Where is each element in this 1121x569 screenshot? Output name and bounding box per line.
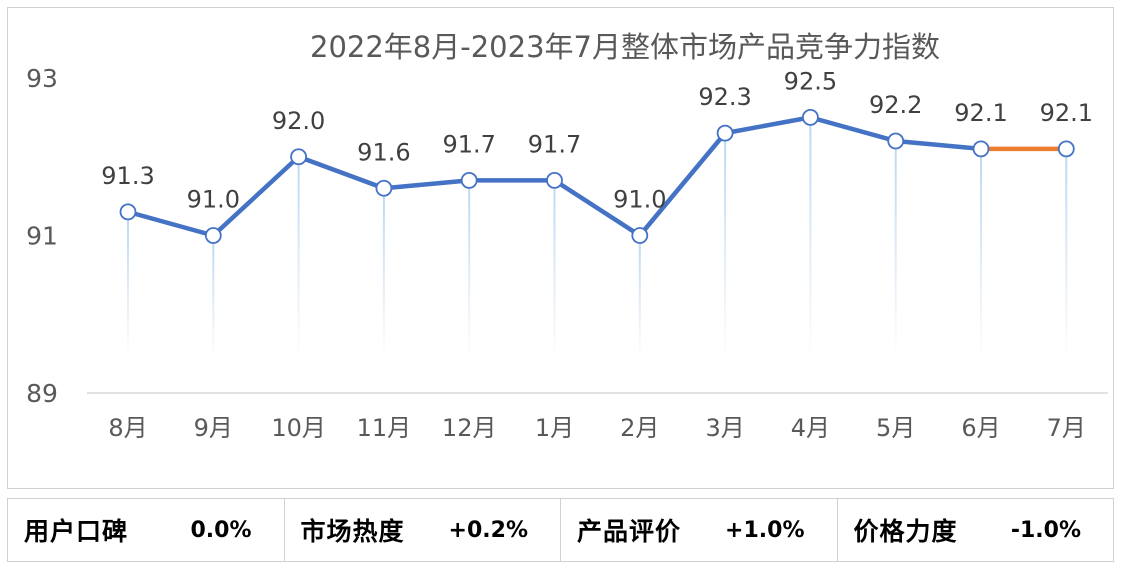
metric-label: 产品评价	[577, 517, 682, 546]
data-label: 92.0	[272, 107, 325, 135]
data-label: 92.3	[698, 83, 751, 111]
metric-label: 市场热度	[300, 517, 405, 546]
data-point	[375, 179, 393, 197]
x-tick-label: 9月	[194, 414, 233, 442]
drop-line	[809, 117, 812, 360]
x-tick-label: 3月	[705, 414, 744, 442]
data-point	[631, 227, 649, 244]
drop-line	[1065, 148, 1068, 360]
data-point	[546, 171, 563, 189]
metric-value: +1.0%	[725, 517, 805, 543]
series-line	[127, 115, 1067, 238]
drop-line	[980, 148, 982, 360]
data-labels: 91.3 91.0 92.0 91.6 91.7 91.7 91.0 92.3 92.5 92.2…	[101, 67, 1093, 213]
drop-lines	[127, 117, 1068, 360]
data-point	[1057, 140, 1075, 158]
y-axis: 89 91 93	[26, 64, 58, 408]
data-points	[119, 108, 1075, 244]
data-label: 91.6	[357, 138, 410, 166]
data-point	[460, 171, 478, 189]
data-label: 92.2	[869, 91, 922, 119]
data-point	[290, 148, 308, 166]
metric-product-rating: 产品评价 +1.0%	[560, 499, 837, 561]
drop-line	[382, 188, 385, 360]
x-tick-label: 6月	[961, 414, 1000, 442]
metric-price-strength: 价格力度 -1.0%	[836, 499, 1114, 561]
data-label: 92.5	[784, 67, 837, 95]
x-tick-label: 7月	[1047, 414, 1086, 442]
drop-line	[212, 235, 215, 360]
drop-line	[297, 156, 300, 360]
data-point	[972, 140, 990, 158]
metric-label: 价格力度	[853, 517, 958, 546]
x-tick-label: 10月	[271, 414, 326, 442]
x-tick-label: 2月	[620, 414, 659, 442]
y-tick-label: 91	[26, 222, 58, 251]
metric-market-heat: 市场热度 +0.2%	[283, 499, 561, 561]
data-point	[204, 227, 222, 244]
data-label: 92.1	[1040, 99, 1093, 127]
data-label: 92.1	[954, 99, 1007, 127]
data-label: 91.7	[528, 130, 581, 158]
data-point	[802, 108, 819, 126]
chart-panel	[7, 7, 1114, 489]
drop-line	[724, 133, 727, 360]
metric-value: +0.2%	[448, 517, 528, 543]
y-tick-label: 89	[26, 379, 58, 408]
x-tick-label: 11月	[357, 414, 412, 442]
data-label: 91.3	[101, 162, 154, 190]
metric-label: 用户口碑	[24, 517, 129, 546]
x-tick-label: 4月	[791, 414, 830, 442]
drop-line	[127, 211, 129, 360]
x-tick-label: 5月	[876, 414, 915, 442]
data-point	[887, 132, 905, 150]
x-tick-label: 12月	[442, 414, 497, 442]
drop-line	[638, 235, 641, 360]
drop-line	[553, 180, 556, 360]
drop-line	[468, 180, 471, 360]
metrics-bar: 用户口碑 0.0% 市场热度 +0.2% 产品评价 +1.0% 价格力度 -1.…	[7, 498, 1114, 562]
data-point	[716, 124, 734, 142]
data-point	[119, 203, 137, 221]
drop-line	[894, 141, 897, 360]
chart-title: 2022年8月-2023年7月整体市场产品竞争力指数	[310, 30, 940, 64]
metric-user-reputation: 用户口碑 0.0%	[8, 499, 284, 561]
x-tick-label: 8月	[108, 414, 147, 442]
data-label: 91.0	[613, 186, 666, 214]
data-label: 91.0	[187, 186, 240, 214]
metric-value: -1.0%	[1010, 517, 1081, 543]
data-label: 91.7	[442, 130, 495, 158]
y-tick-label: 93	[26, 64, 58, 93]
x-axis-labels: 8月 9月 10月 11月 12月 1月 2月 3月 4月 5月 6月 7月	[108, 414, 1086, 442]
metric-value: 0.0%	[190, 517, 252, 543]
x-tick-label: 1月	[535, 414, 574, 442]
